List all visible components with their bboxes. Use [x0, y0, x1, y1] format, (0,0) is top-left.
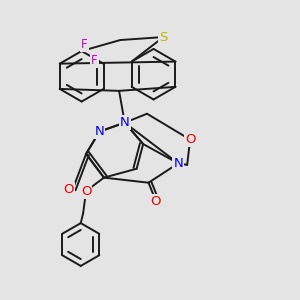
Text: S: S — [159, 31, 168, 44]
Text: F: F — [91, 54, 98, 67]
Text: O: O — [63, 183, 74, 196]
Text: F: F — [81, 38, 88, 51]
Text: N: N — [120, 116, 130, 129]
Text: O: O — [81, 184, 91, 197]
Text: N: N — [94, 125, 104, 138]
Text: N: N — [173, 157, 183, 170]
Text: O: O — [185, 133, 195, 146]
Text: O: O — [151, 195, 161, 208]
